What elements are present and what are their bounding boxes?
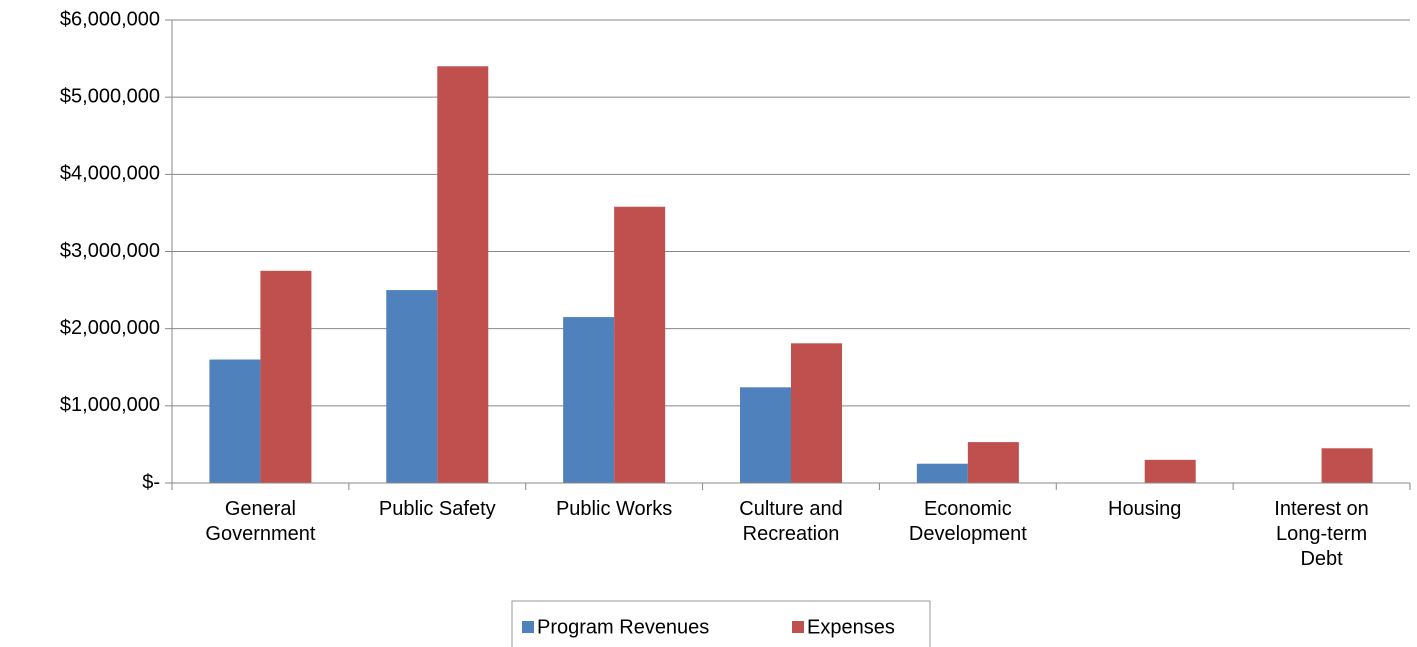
y-tick-label: $2,000,000	[60, 317, 160, 339]
x-tick-label: Housing	[1108, 498, 1182, 520]
y-tick-label: $5,000,000	[60, 85, 160, 107]
y-tick-label: $3,000,000	[60, 240, 160, 262]
bar	[916, 463, 968, 483]
legend-swatch	[522, 621, 534, 633]
y-tick-label: $6,000,000	[60, 8, 160, 30]
x-tick-label: Culture and Recreation	[739, 498, 843, 545]
legend-label: Program Revenues	[537, 616, 709, 638]
bar	[260, 270, 312, 483]
bar	[437, 66, 489, 484]
bar	[1144, 459, 1196, 483]
x-tick-label: Public Safety	[378, 498, 496, 520]
x-tick-label: Public Works	[555, 498, 673, 520]
y-tick-label: $1,000,000	[60, 394, 160, 416]
x-tick-label: General Government	[205, 498, 316, 545]
bar	[967, 442, 1019, 483]
y-tick-label: $4,000,000	[60, 163, 160, 185]
y-tick-label: $-	[142, 471, 160, 493]
bar	[740, 387, 791, 483]
x-tick-label: Interest on Long-term Debt	[1274, 498, 1369, 570]
bar	[614, 206, 666, 483]
legend-box	[511, 600, 931, 647]
bar	[563, 317, 615, 483]
bar	[791, 343, 842, 483]
x-tick-label: Economic Development	[908, 498, 1027, 545]
bar	[386, 290, 438, 483]
legend-label: Expenses	[807, 616, 895, 638]
legend-swatch	[792, 621, 804, 633]
bar	[209, 359, 261, 483]
bar	[1321, 448, 1373, 483]
